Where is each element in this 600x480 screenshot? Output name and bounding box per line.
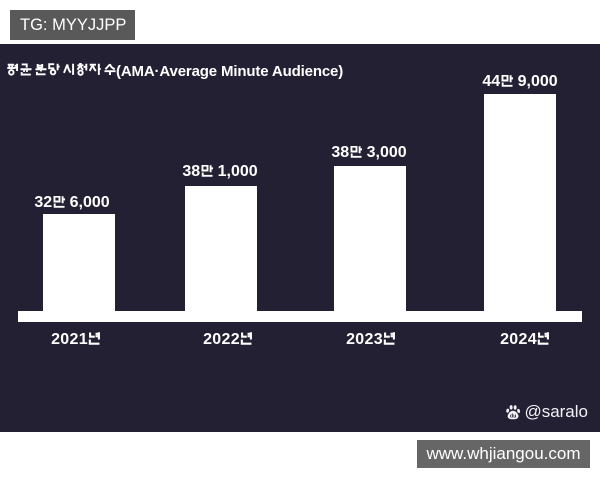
svg-text:du: du xyxy=(510,414,517,420)
